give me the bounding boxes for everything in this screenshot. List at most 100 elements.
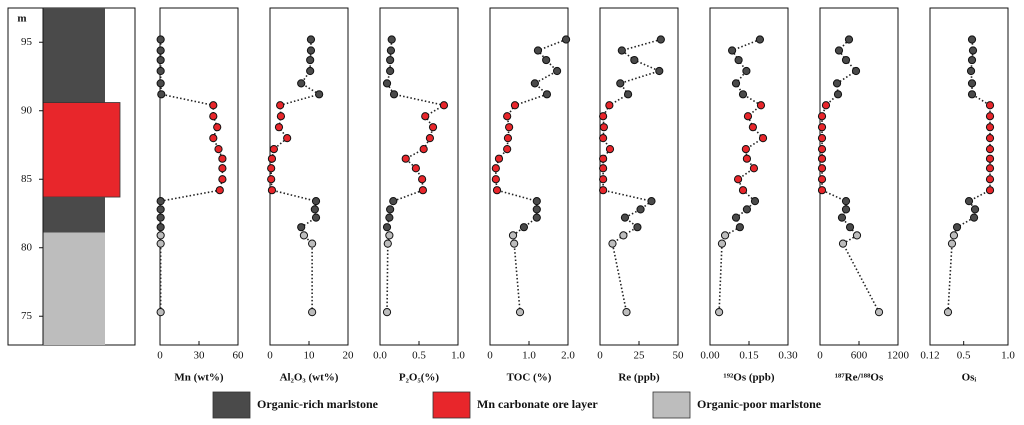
sample-point (209, 101, 218, 110)
x-tick-label: 0.5 (957, 350, 971, 362)
legend-swatch (212, 391, 251, 419)
sample-point (620, 213, 630, 222)
sample-point (841, 55, 851, 65)
sample-point (310, 205, 319, 214)
x-tick-label: 50 (673, 350, 685, 362)
sample-point (647, 197, 656, 206)
x-axis-label: Al₂O₃ (wt%) (280, 372, 339, 384)
sample-point (717, 239, 727, 248)
sample-point (386, 46, 396, 55)
sample-point (418, 175, 427, 184)
sample-point (617, 46, 626, 55)
sample-point (749, 164, 759, 173)
sample-point (214, 145, 223, 154)
sample-point (561, 35, 571, 44)
sample-point (735, 223, 745, 232)
sample-point (505, 123, 514, 132)
x-tick-label: 20 (343, 350, 355, 362)
x-axis-label: ¹⁸⁷Re/¹⁸⁸Os (835, 372, 884, 384)
sample-point (156, 308, 165, 317)
sample-point (636, 205, 645, 214)
sample-point (156, 66, 165, 76)
sample-point (532, 197, 541, 206)
sample-point (817, 154, 827, 163)
sample-point (510, 239, 519, 248)
profile-line (718, 38, 765, 313)
sample-point (985, 186, 995, 195)
sample-point (838, 239, 848, 248)
x-axis-label: Mn (wt%) (174, 372, 224, 384)
sample-point (297, 79, 306, 88)
sample-point (209, 134, 218, 143)
sample-point (385, 231, 394, 240)
legend-label: Organic-poor marlstone (697, 397, 822, 411)
sample-point (439, 101, 449, 110)
sample-point (738, 90, 748, 99)
sample-point (306, 35, 316, 44)
x-tick-label: 0.00 (700, 350, 720, 362)
sample-point (311, 213, 321, 222)
sample-point (542, 55, 551, 65)
sample-point (532, 213, 541, 222)
sample-point (943, 308, 953, 317)
panel-frame (709, 7, 789, 346)
sample-point (382, 79, 392, 88)
sample-point (750, 197, 760, 206)
profile-line (947, 39, 991, 313)
sample-point (630, 55, 639, 65)
sample-point (968, 46, 978, 55)
sample-point (156, 205, 165, 214)
sample-point (387, 35, 396, 44)
panel-frame (159, 7, 239, 346)
sample-point (605, 145, 615, 154)
sample-point (599, 112, 608, 121)
sample-point (599, 186, 608, 195)
x-tick-label: 60 (233, 350, 245, 362)
sample-point (985, 145, 995, 154)
sample-point (156, 231, 165, 240)
x-tick-label: 30 (194, 350, 206, 362)
sample-point (967, 55, 977, 65)
sample-point (491, 164, 500, 173)
y-tick-label: 85 (21, 173, 33, 185)
sample-point (156, 213, 165, 222)
sample-point (276, 112, 286, 121)
sample-point (964, 197, 974, 206)
x-tick-label: 0.15 (739, 350, 759, 362)
sample-point (267, 175, 276, 184)
sample-point (306, 55, 315, 65)
sample-point (491, 175, 500, 184)
sample-point (274, 123, 284, 132)
sample-point (276, 101, 285, 110)
sample-point (969, 213, 979, 222)
sample-point (985, 101, 995, 110)
sample-point (156, 35, 165, 44)
sample-point (817, 164, 827, 173)
sample-point (599, 123, 609, 132)
sample-point (841, 197, 851, 206)
sample-point (508, 231, 518, 240)
sample-point (748, 123, 758, 132)
sample-point (308, 239, 317, 248)
x-tick-label: 1200 (887, 350, 910, 362)
legend-label: Organic-rich marlstone (257, 397, 379, 411)
sample-point (385, 213, 394, 222)
sample-point (382, 223, 392, 232)
sample-point (503, 112, 512, 121)
sample-point (622, 308, 631, 317)
x-tick-label: 0 (817, 350, 823, 362)
sample-point (156, 46, 165, 55)
sample-point (599, 164, 608, 173)
sample-point (715, 308, 724, 317)
x-tick-label: 0.12 (920, 350, 939, 362)
sample-point (728, 46, 737, 55)
sample-point (428, 123, 438, 132)
sample-point (218, 164, 227, 173)
panel-frame (929, 7, 1009, 346)
sample-point (389, 90, 399, 99)
sample-point (967, 90, 977, 99)
sample-point (267, 186, 277, 195)
sample-point (503, 134, 513, 143)
sample-point (315, 90, 324, 99)
sample-point (311, 197, 321, 206)
